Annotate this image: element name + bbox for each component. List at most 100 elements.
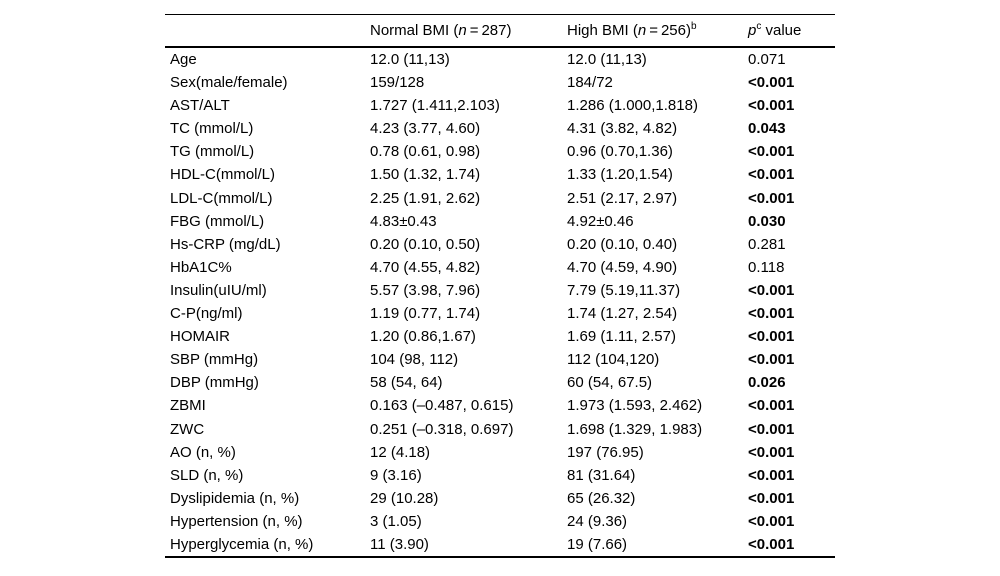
cell-high-bmi: 65 (26.32) bbox=[567, 489, 636, 507]
row-label: HbA1C% bbox=[170, 258, 232, 276]
table-row: HOMAIR 1.20 (0.86,1.67) 1.69 (1.11, 2.57… bbox=[165, 325, 835, 348]
cell-normal-bmi: 104 (98, 112) bbox=[370, 351, 459, 369]
table-row: HDL-C(mmol/L) 1.50 (1.32, 1.74) 1.33 (1.… bbox=[165, 163, 835, 186]
cell-normal-bmi: 12.0 (11,13) bbox=[370, 51, 450, 68]
cell-normal-bmi: 2.25 (1.91, 2.62) bbox=[370, 189, 481, 207]
row-label: Hs-CRP (mg/dL) bbox=[170, 235, 281, 253]
cell-p-value: <0.001 bbox=[748, 397, 795, 415]
baseline-characteristics-table: Normal BMI ( n = 287) High BMI (n = 256)b… bbox=[165, 14, 835, 559]
cell-normal-bmi: 0.78 (0.61, 0.98) bbox=[370, 143, 481, 161]
cell-normal-bmi: 12 (4.18) bbox=[370, 443, 431, 461]
cell-normal-bmi: 58 (54, 64) bbox=[370, 374, 443, 392]
row-label: FBG (mmol/L) bbox=[170, 212, 265, 230]
cell-high-bmi: 4.70 (4.59, 4.90) bbox=[567, 258, 678, 276]
header-high-bmi-n: n bbox=[637, 22, 647, 39]
cell-high-bmi: 12.0 (11,13) bbox=[567, 51, 647, 68]
header-high-bmi: High BMI (n = 256)b bbox=[567, 14, 748, 48]
cell-p-value: <0.001 bbox=[748, 489, 795, 507]
cell-p-value: 0.281 bbox=[748, 235, 786, 253]
cell-p-value: 0.043 bbox=[748, 120, 786, 138]
row-label: DBP (mmHg) bbox=[170, 374, 259, 392]
table-row: HbA1C% 4.70 (4.55, 4.82) 4.70 (4.59, 4.9… bbox=[165, 256, 835, 279]
cell-p-value: <0.001 bbox=[748, 143, 795, 161]
cell-normal-bmi: 1.50 (1.32, 1.74) bbox=[370, 166, 481, 184]
table-row: SBP (mmHg) 104 (98, 112) 112 (104,120) <… bbox=[165, 348, 835, 371]
header-p-italic: p bbox=[748, 22, 757, 39]
row-label: ZBMI bbox=[170, 397, 206, 415]
table-row: FBG (mmol/L) 4.83±0.43 4.92±0.46 0.030 bbox=[165, 210, 835, 233]
header-p-post: value bbox=[761, 22, 802, 39]
cell-p-value: <0.001 bbox=[748, 166, 795, 184]
header-high-bmi-post: = 256) bbox=[646, 22, 691, 39]
row-label: HDL-C(mmol/L) bbox=[170, 166, 275, 184]
table-row: TG (mmol/L) 0.78 (0.61, 0.98) 0.96 (0.70… bbox=[165, 140, 835, 163]
cell-high-bmi: 1.33 (1.20,1.54) bbox=[567, 166, 673, 184]
cell-p-value: 0.071 bbox=[748, 51, 786, 68]
cell-normal-bmi: 0.251 (–0.318, 0.697) bbox=[370, 420, 514, 438]
cell-p-value: <0.001 bbox=[748, 328, 795, 346]
cell-normal-bmi: 4.70 (4.55, 4.82) bbox=[370, 258, 481, 276]
table-row: AST/ALT 1.727 (1.411,2.103) 1.286 (1.000… bbox=[165, 94, 835, 117]
cell-p-value: 0.030 bbox=[748, 212, 786, 230]
cell-high-bmi: 1.69 (1.11, 2.57) bbox=[567, 328, 676, 346]
table-row: Hs-CRP (mg/dL) 0.20 (0.10, 0.50) 0.20 (0… bbox=[165, 233, 835, 256]
row-label: C-P(ng/ml) bbox=[170, 305, 243, 323]
table-row: Dyslipidemia (n, %) 29 (10.28) 65 (26.32… bbox=[165, 487, 835, 510]
header-p-value: pc value bbox=[748, 14, 835, 48]
row-label: Age bbox=[170, 51, 197, 68]
table-row: ZWC 0.251 (–0.318, 0.697) 1.698 (1.329, … bbox=[165, 418, 835, 441]
cell-normal-bmi: 5.57 (3.98, 7.96) bbox=[370, 281, 481, 299]
table-row: Hyperglycemia (n, %) 11 (3.90) 19 (7.66)… bbox=[165, 533, 835, 557]
cell-normal-bmi: 1.727 (1.411,2.103) bbox=[370, 97, 500, 115]
cell-high-bmi: 1.973 (1.593, 2.462) bbox=[567, 397, 703, 415]
row-label: SLD (n, %) bbox=[170, 466, 244, 484]
cell-p-value: <0.001 bbox=[748, 97, 795, 115]
row-label: Hypertension (n, %) bbox=[170, 512, 303, 530]
header-normal-bmi-pre: Normal BMI ( bbox=[370, 22, 459, 39]
cell-high-bmi: 4.92±0.46 bbox=[567, 212, 634, 230]
cell-high-bmi: 1.698 (1.329, 1.983) bbox=[567, 420, 703, 438]
cell-p-value: <0.001 bbox=[748, 443, 795, 461]
cell-high-bmi: 19 (7.66) bbox=[567, 535, 628, 553]
cell-high-bmi: 24 (9.36) bbox=[567, 512, 628, 530]
row-label: AO (n, %) bbox=[170, 443, 236, 461]
cell-normal-bmi: 0.20 (0.10, 0.50) bbox=[370, 235, 481, 253]
cell-normal-bmi: 29 (10.28) bbox=[370, 489, 439, 507]
cell-high-bmi: 7.79 (5.19,11.37) bbox=[567, 281, 681, 299]
cell-normal-bmi: 1.19 (0.77, 1.74) bbox=[370, 305, 481, 323]
row-label: Insulin(uIU/ml) bbox=[170, 281, 267, 299]
cell-normal-bmi: 4.23 (3.77, 4.60) bbox=[370, 120, 481, 138]
cell-p-value: <0.001 bbox=[748, 281, 795, 299]
cell-p-value: 0.026 bbox=[748, 374, 786, 392]
table-body: Age 12.0 (11,13) 12.0 (11,13) 0.071 Sex(… bbox=[165, 47, 835, 557]
cell-normal-bmi: 0.163 (–0.487, 0.615) bbox=[370, 397, 514, 415]
cell-p-value: <0.001 bbox=[748, 512, 795, 530]
cell-high-bmi: 2.51 (2.17, 2.97) bbox=[567, 189, 678, 207]
header-high-bmi-pre: High BMI ( bbox=[567, 22, 638, 39]
cell-p-value: <0.001 bbox=[748, 420, 795, 438]
table-row: TC (mmol/L) 4.23 (3.77, 4.60) 4.31 (3.82… bbox=[165, 117, 835, 140]
header-normal-bmi-post: = 287) bbox=[466, 22, 512, 39]
table-row: Age 12.0 (11,13) 12.0 (11,13) 0.071 bbox=[165, 47, 835, 71]
table-row: AO (n, %) 12 (4.18) 197 (76.95) <0.001 bbox=[165, 441, 835, 464]
cell-high-bmi: 197 (76.95) bbox=[567, 443, 644, 461]
cell-p-value: <0.001 bbox=[748, 305, 795, 323]
row-label: TC (mmol/L) bbox=[170, 120, 254, 138]
cell-high-bmi: 1.74 (1.27, 2.54) bbox=[567, 305, 678, 323]
cell-normal-bmi: 3 (1.05) bbox=[370, 512, 422, 530]
row-label: HOMAIR bbox=[170, 328, 230, 346]
table-row: C-P(ng/ml) 1.19 (0.77, 1.74) 1.74 (1.27,… bbox=[165, 302, 835, 325]
table-row: Insulin(uIU/ml) 5.57 (3.98, 7.96) 7.79 (… bbox=[165, 279, 835, 302]
cell-p-value: <0.001 bbox=[748, 74, 795, 92]
row-label: ZWC bbox=[170, 420, 205, 438]
cell-p-value: <0.001 bbox=[748, 351, 795, 369]
table-row: DBP (mmHg) 58 (54, 64) 60 (54, 67.5) 0.0… bbox=[165, 371, 835, 394]
table-row: LDL-C(mmol/L) 2.25 (1.91, 2.62) 2.51 (2.… bbox=[165, 187, 835, 210]
cell-normal-bmi: 1.20 (0.86,1.67) bbox=[370, 328, 476, 346]
table-row: Sex(male/female) 159/128 184/72 <0.001 bbox=[165, 71, 835, 94]
row-label: Hyperglycemia (n, %) bbox=[170, 535, 314, 553]
cell-high-bmi: 0.20 (0.10, 0.40) bbox=[567, 235, 678, 253]
row-label: Sex(male/female) bbox=[170, 74, 288, 92]
cell-p-value: <0.001 bbox=[748, 466, 795, 484]
